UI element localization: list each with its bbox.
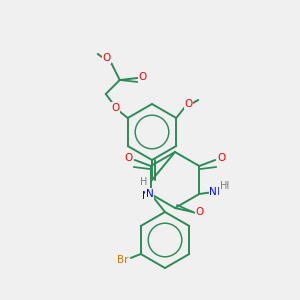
Text: H: H bbox=[140, 177, 148, 187]
Text: O: O bbox=[196, 207, 204, 217]
Text: N: N bbox=[209, 187, 217, 197]
Text: O: O bbox=[217, 153, 225, 163]
Text: N: N bbox=[146, 189, 154, 199]
Text: O: O bbox=[124, 153, 133, 163]
Text: H: H bbox=[222, 181, 229, 191]
Text: O: O bbox=[103, 53, 111, 63]
Text: N: N bbox=[212, 187, 220, 197]
Text: O: O bbox=[139, 72, 147, 82]
Text: N: N bbox=[142, 191, 150, 201]
Text: Br: Br bbox=[117, 255, 128, 265]
Text: H: H bbox=[220, 181, 227, 191]
Text: O: O bbox=[112, 103, 120, 113]
Text: O: O bbox=[184, 99, 192, 109]
